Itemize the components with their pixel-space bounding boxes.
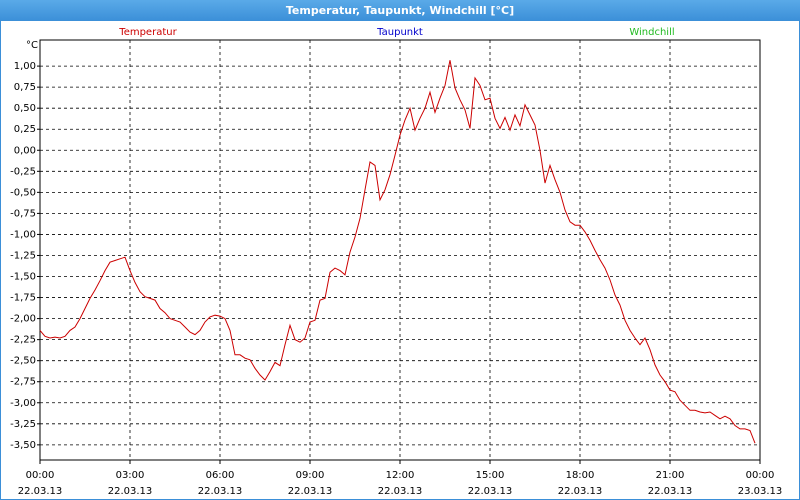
title-bar [0,0,800,21]
y-tick-label: 0,50 [14,103,36,114]
chart-title: Temperatur, Taupunkt, Windchill [°C] [286,4,514,17]
legend-entry: Temperatur [118,27,177,38]
temperature-line [39,60,756,444]
y-tick-label: -2,00 [10,314,36,325]
x-tick-label: 03:00 [116,470,145,481]
y-tick-label: -0,75 [10,208,36,219]
x-tick-date: 22.03.13 [108,486,153,497]
y-tick-label: -2,75 [10,377,36,388]
y-tick-label: -0,25 [10,166,36,177]
x-tick-label: 09:00 [296,470,325,481]
x-tick-date: 22.03.13 [558,486,603,497]
y-tick-label: -1,50 [10,272,36,283]
x-tick-date: 22.03.13 [288,486,333,497]
y-tick-label: -2,50 [10,356,36,367]
x-tick-label: 06:00 [206,470,235,481]
y-tick-label: -2,25 [10,335,36,346]
y-tick-label: -1,75 [10,293,36,304]
x-tick-label: 21:00 [656,470,685,481]
y-tick-label: 0,00 [14,145,36,156]
y-tick-label: -3,25 [10,419,36,430]
legend-entry: Windchill [629,27,674,38]
x-tick-date: 22.03.13 [18,486,63,497]
y-tick-label: 1,00 [14,61,36,72]
x-tick-label: 15:00 [476,470,505,481]
x-tick-date: 22.03.13 [378,486,423,497]
y-tick-label: 0,25 [14,124,36,135]
x-tick-date: 23.03.13 [738,486,783,497]
x-tick-label: 00:00 [26,470,55,481]
x-tick-date: 22.03.13 [198,486,243,497]
y-tick-label: -1,25 [10,250,36,261]
y-tick-label: 0,75 [14,82,36,93]
x-tick-label: 00:00 [746,470,775,481]
x-tick-date: 22.03.13 [468,486,513,497]
chart-background [1,21,799,499]
x-tick-date: 22.03.13 [648,486,693,497]
y-axis-unit: °C [26,40,38,51]
y-tick-label: -3,00 [10,398,36,409]
y-tick-label: -1,00 [10,229,36,240]
y-tick-label: -0,50 [10,187,36,198]
plot-border [39,39,761,461]
y-tick-label: -3,50 [10,440,36,451]
legend-entry: Taupunkt [376,27,423,38]
x-tick-label: 12:00 [386,470,415,481]
x-tick-label: 18:00 [566,470,595,481]
